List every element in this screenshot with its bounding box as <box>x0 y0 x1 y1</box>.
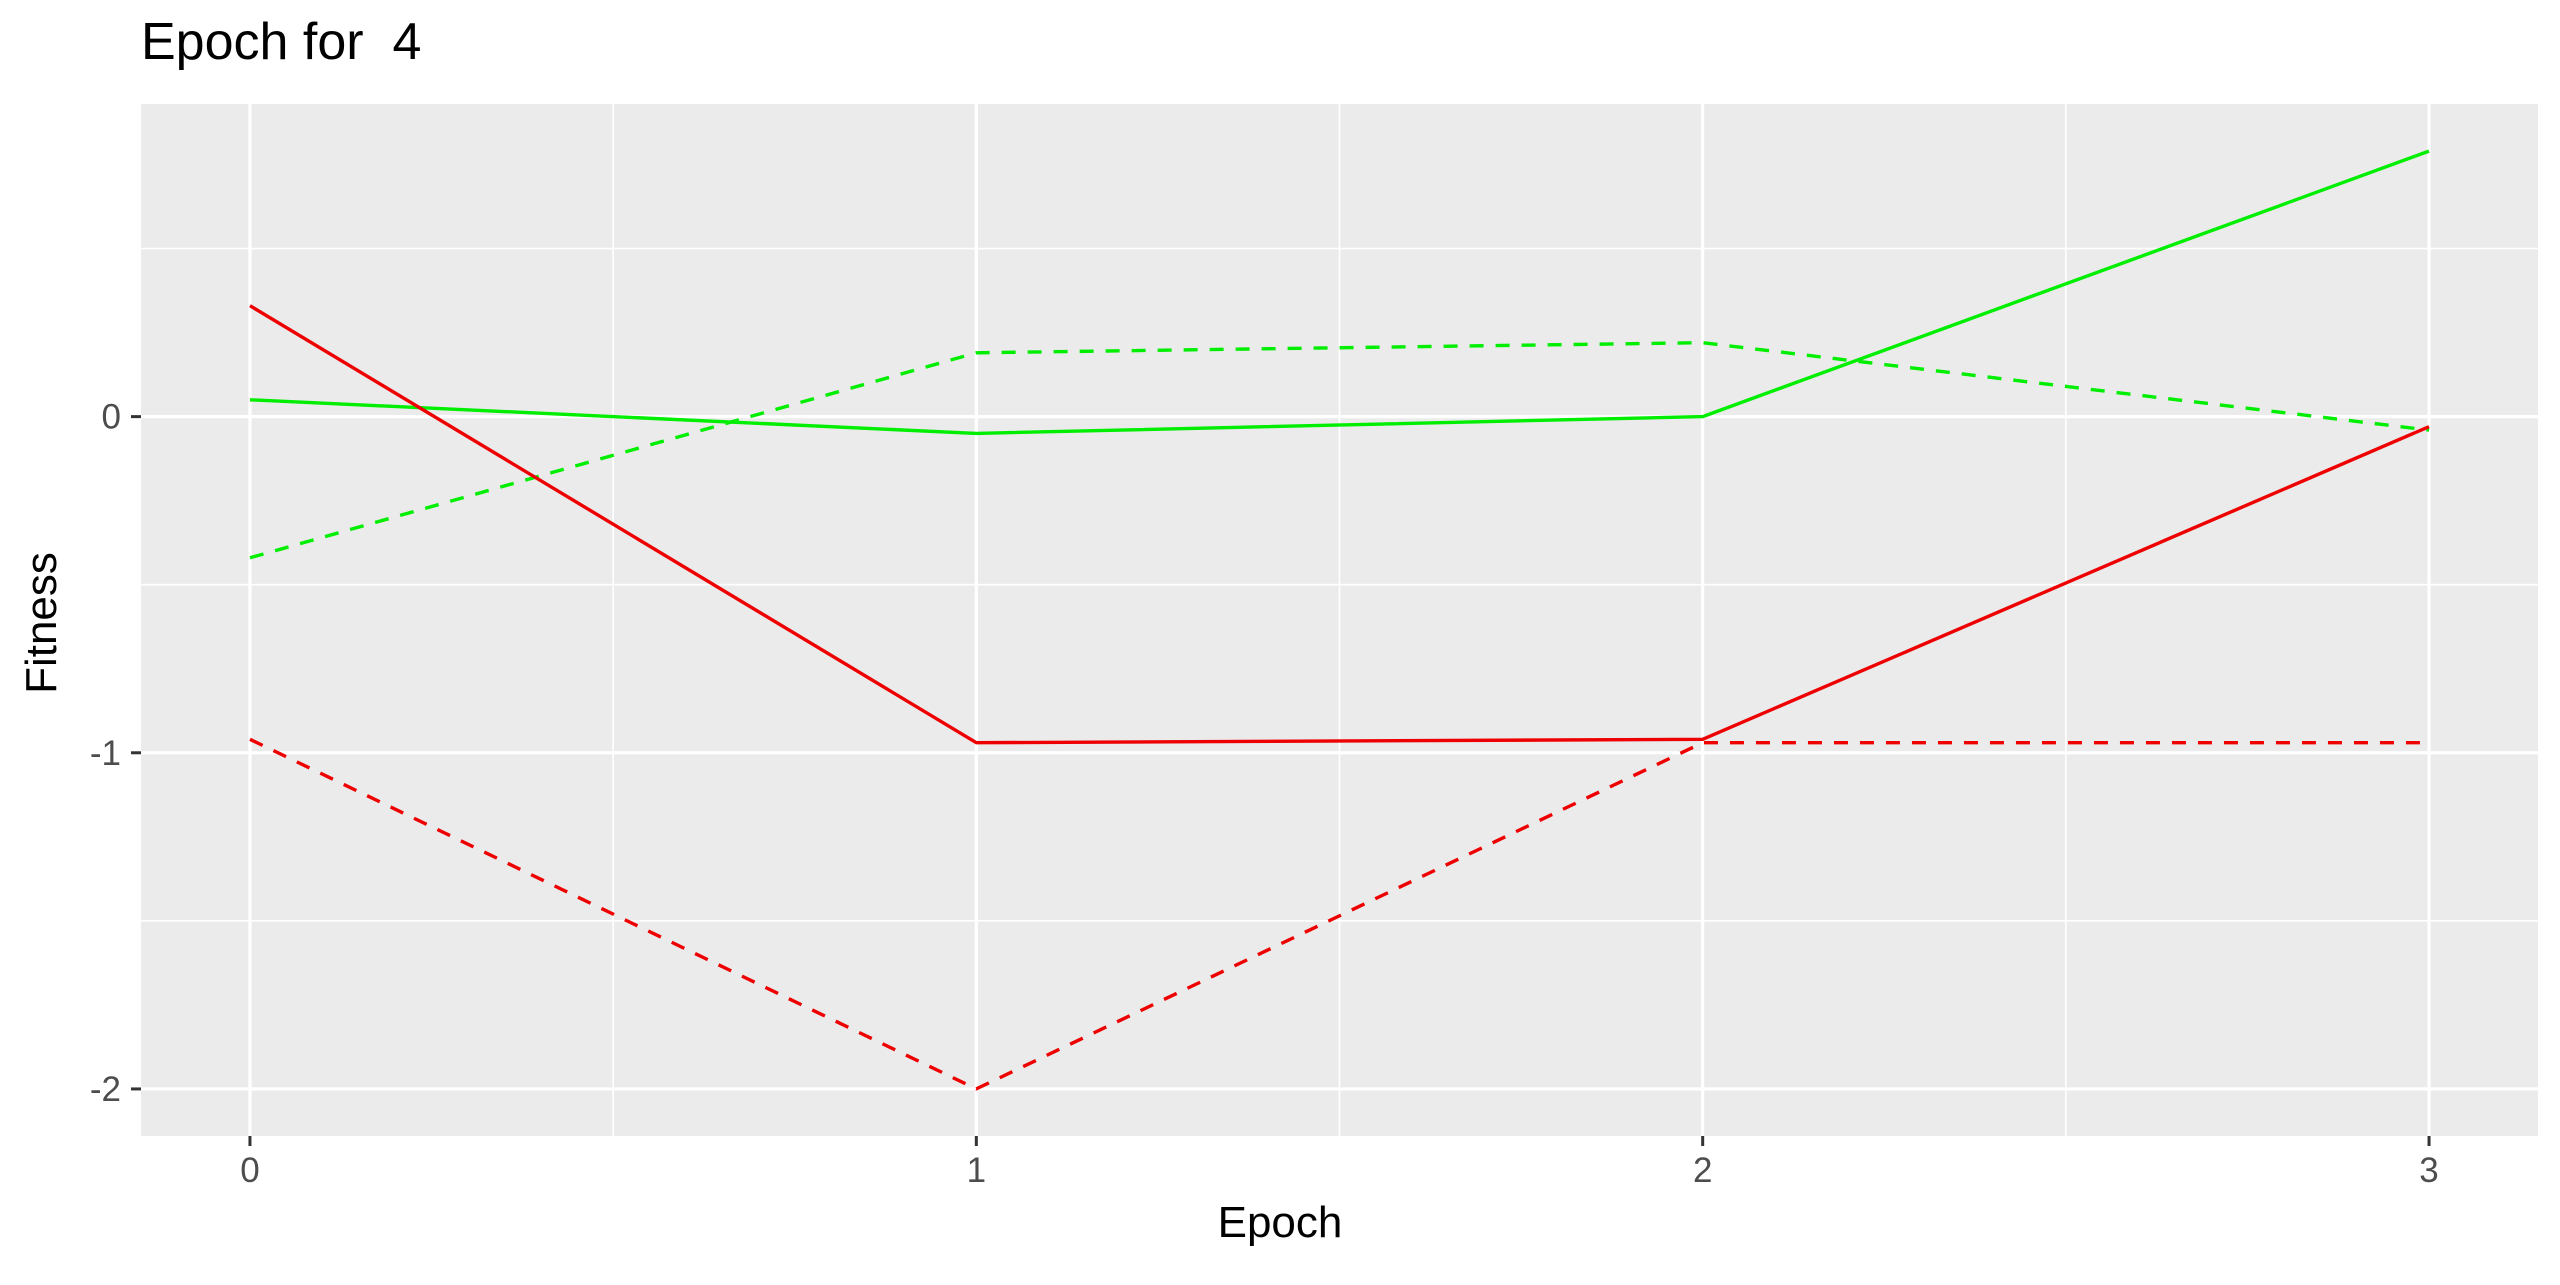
series-line-3 <box>249 304 2430 745</box>
y-tick-label: 0 <box>102 398 121 437</box>
series-line-1 <box>249 149 2430 436</box>
series-line-2 <box>249 341 2430 560</box>
y-axis-label: Fitness <box>17 552 66 694</box>
x-tick-label: 1 <box>967 1151 986 1190</box>
chart-title: Epoch for 4 <box>141 13 422 71</box>
x-tick-label: 3 <box>2419 1151 2438 1190</box>
series-line-4 <box>249 737 2429 1091</box>
x-tick-label: 0 <box>240 1151 259 1190</box>
x-tick-label: 2 <box>1693 1151 1712 1190</box>
x-axis-label: Epoch <box>1217 1198 1343 1247</box>
y-tick-label: -2 <box>90 1070 121 1109</box>
y-tick-label: -1 <box>90 734 121 773</box>
